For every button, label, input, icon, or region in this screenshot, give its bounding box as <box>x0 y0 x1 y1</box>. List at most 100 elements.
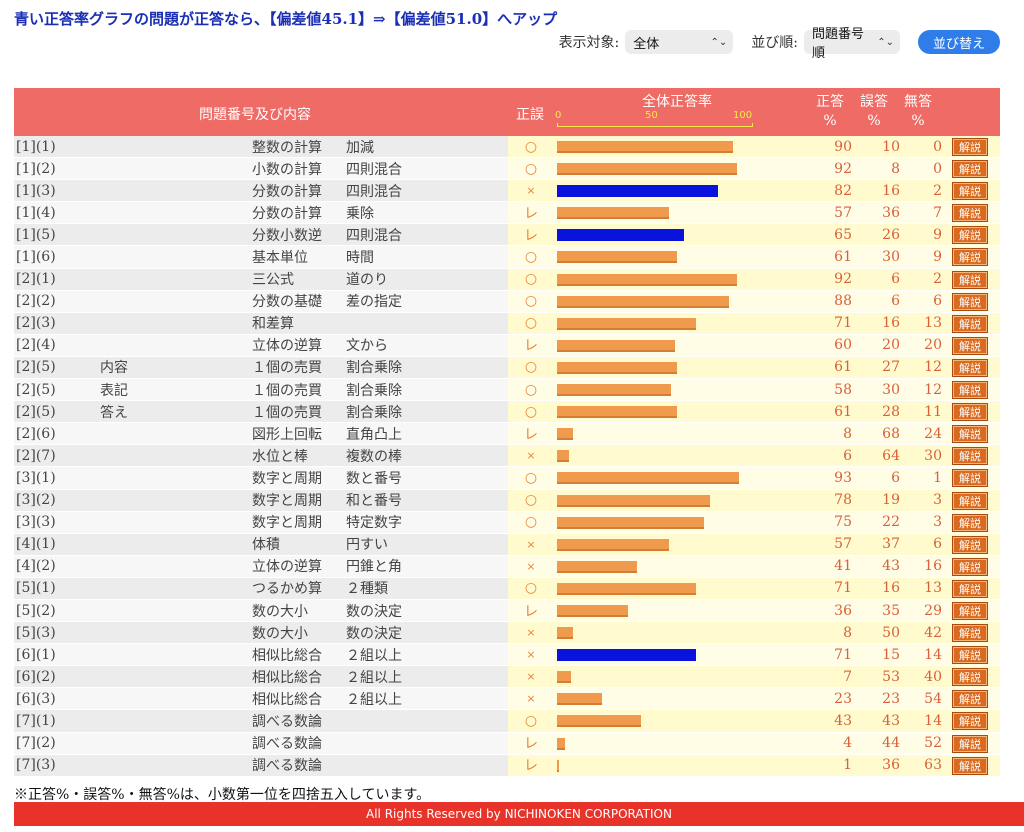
question-detail: 割合乗除 <box>346 360 402 377</box>
table-row: [5](1) つるかめ算 ２種類 ○ 71 16 13 解説 <box>14 577 1000 600</box>
rate-bar <box>557 251 677 264</box>
explanation-button[interactable]: 解説 <box>952 138 988 156</box>
rate-bar <box>557 627 573 640</box>
wrong-percent: 6 <box>891 293 900 310</box>
order-select-value: 問題番号順 <box>812 27 865 61</box>
correct-percent: 23 <box>834 690 852 707</box>
order-select[interactable]: 問題番号順 ⌃⌄ <box>804 27 900 61</box>
correct-percent: 71 <box>834 315 852 332</box>
explanation-button[interactable]: 解説 <box>952 447 988 466</box>
rate-bar <box>557 671 571 684</box>
wrong-percent: 68 <box>882 425 900 442</box>
explanation-button[interactable]: 解説 <box>952 690 988 709</box>
table-row: [6](2) 相似比総合 ２組以上 × 7 53 40 解説 <box>14 666 1000 689</box>
header-wrong-unit: % <box>867 113 881 129</box>
explanation-button[interactable]: 解説 <box>952 624 988 643</box>
question-number: [1](5) <box>16 226 56 243</box>
rate-bar-track <box>557 627 753 640</box>
explanation-button[interactable]: 解説 <box>952 336 988 355</box>
explanation-button[interactable]: 解説 <box>952 182 988 201</box>
explanation-button[interactable]: 解説 <box>952 403 988 422</box>
question-subpart: 内容 <box>100 360 128 377</box>
explanation-button[interactable]: 解説 <box>952 204 988 223</box>
question-number: [1](1) <box>16 138 56 155</box>
question-topic: 整数の計算 <box>252 139 322 156</box>
explanation-button[interactable]: 解説 <box>952 314 988 333</box>
rate-bar-track <box>557 715 753 728</box>
scale-tick-50: 50 <box>645 110 658 121</box>
rate-bar <box>557 582 697 595</box>
target-select[interactable]: 全体 ⌃⌄ <box>625 30 734 54</box>
question-topic: 数の大小 <box>252 603 308 620</box>
sort-button[interactable]: 並び替え <box>918 30 1000 54</box>
explanation-button[interactable]: 解説 <box>952 646 988 665</box>
rate-bar <box>557 450 569 463</box>
correct-percent: 61 <box>834 359 852 376</box>
headline: 青い正答率グラフの問題が正答なら、【偏差値45.1】⇒【偏差値51.0】へアップ <box>14 10 558 28</box>
table-header: 問題番号及び内容 正誤 全体正答率 0 50 100 正答 % 誤答 % 無答 … <box>14 88 1000 136</box>
explanation-button[interactable]: 解説 <box>952 668 988 687</box>
explanation-button[interactable]: 解説 <box>952 601 988 620</box>
judge-mark: レ <box>524 603 538 620</box>
explanation-button[interactable]: 解説 <box>952 535 988 554</box>
wrong-percent: 43 <box>882 558 900 575</box>
question-topic: 図形上回転 <box>252 426 322 443</box>
explanation-button[interactable]: 解説 <box>952 292 988 311</box>
explanation-button[interactable]: 解説 <box>952 579 988 598</box>
content-background <box>14 754 508 776</box>
content-background <box>14 290 508 312</box>
rate-background <box>508 423 1000 445</box>
wrong-percent: 36 <box>882 757 900 774</box>
wrong-percent: 43 <box>882 712 900 729</box>
question-detail: 円錐と角 <box>346 559 402 576</box>
explanation-button[interactable]: 解説 <box>952 734 988 753</box>
question-detail: 時間 <box>346 250 374 267</box>
explanation-button[interactable]: 解説 <box>952 226 988 245</box>
judge-mark: × <box>526 670 536 684</box>
explanation-button[interactable]: 解説 <box>952 513 988 532</box>
correct-percent: 78 <box>834 492 852 509</box>
no-answer-percent: 16 <box>924 558 942 575</box>
explanation-button[interactable]: 解説 <box>952 491 988 510</box>
explanation-button[interactable]: 解説 <box>952 469 988 488</box>
question-number: [1](3) <box>16 182 56 199</box>
wrong-percent: 36 <box>882 204 900 221</box>
question-detail: 割合乗除 <box>346 404 402 421</box>
explanation-button[interactable]: 解説 <box>952 425 988 444</box>
header-none-label: 無答 <box>904 94 932 110</box>
explanation-button[interactable]: 解説 <box>952 557 988 576</box>
correct-percent: 6 <box>843 447 852 464</box>
correct-percent: 71 <box>834 580 852 597</box>
rate-bar-track <box>557 317 753 330</box>
question-topic: 調べる数論 <box>252 713 322 730</box>
question-number: [7](2) <box>16 735 56 752</box>
content-background <box>14 644 508 666</box>
wrong-percent: 20 <box>882 337 900 354</box>
explanation-button[interactable]: 解説 <box>952 756 988 775</box>
rate-bar-track <box>557 494 753 507</box>
judge-mark: ○ <box>524 359 538 376</box>
content-background <box>14 445 508 467</box>
rate-bar <box>557 693 603 706</box>
explanation-button[interactable]: 解説 <box>952 381 988 400</box>
table-row: [3](2) 数字と周期 和と番号 ○ 78 19 3 解説 <box>14 489 1000 512</box>
rate-scale: 0 50 100 <box>555 110 753 130</box>
table-row: [1](4) 分数の計算 乗除 レ 57 36 7 解説 <box>14 202 1000 225</box>
explanation-button[interactable]: 解説 <box>952 358 988 377</box>
judge-mark: ○ <box>524 580 538 597</box>
explanation-button[interactable]: 解説 <box>952 270 988 289</box>
rate-bar <box>557 759 559 772</box>
correct-percent: 57 <box>834 204 852 221</box>
rate-bar <box>557 715 642 728</box>
explanation-button[interactable]: 解説 <box>952 160 988 179</box>
question-number: [6](2) <box>16 668 56 685</box>
no-answer-percent: 6 <box>933 536 942 553</box>
rate-bar-track <box>557 406 753 419</box>
no-answer-percent: 6 <box>933 293 942 310</box>
rate-background <box>508 445 1000 467</box>
no-answer-percent: 12 <box>924 359 942 376</box>
no-answer-percent: 0 <box>933 138 942 155</box>
explanation-button[interactable]: 解説 <box>952 248 988 267</box>
explanation-button[interactable]: 解説 <box>952 712 988 731</box>
question-detail: 直角凸上 <box>346 426 402 443</box>
